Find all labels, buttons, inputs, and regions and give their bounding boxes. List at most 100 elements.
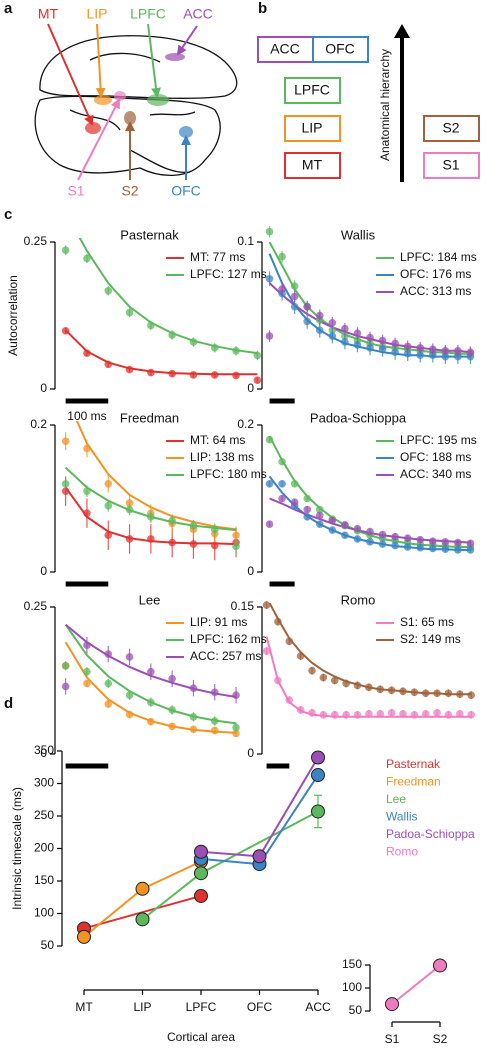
data-point xyxy=(210,717,219,725)
data-point xyxy=(194,866,208,881)
fit-curve xyxy=(78,238,258,355)
data-point xyxy=(285,637,294,646)
data-point xyxy=(83,349,91,357)
box xyxy=(423,115,480,142)
x-tick-label: ACC xyxy=(305,1000,331,1014)
data-point xyxy=(303,505,312,514)
data-point xyxy=(278,285,286,293)
data-point xyxy=(387,686,396,695)
area-label: MT xyxy=(38,6,59,22)
legend-label: ACC: 340 ms xyxy=(400,467,471,481)
data-point xyxy=(83,254,91,263)
legend-label: Padoa-Schioppa xyxy=(386,827,475,841)
data-point xyxy=(83,679,91,688)
legend-label: Pasternak xyxy=(386,757,441,771)
y-tick-label: 300 xyxy=(34,776,54,790)
panel-letter: b xyxy=(258,0,267,17)
data-point xyxy=(147,368,155,377)
y-tick-label: 0 xyxy=(247,564,254,578)
data-point xyxy=(125,710,134,719)
legend-label: LPFC: 162 ms xyxy=(190,632,267,646)
data-point xyxy=(399,710,407,718)
data-point xyxy=(366,344,374,352)
data-point xyxy=(403,543,412,551)
data-point xyxy=(456,710,464,718)
series-line xyxy=(391,964,441,1005)
data-point xyxy=(416,543,425,552)
y-tick-label: 0 xyxy=(40,564,47,578)
data-point xyxy=(433,958,447,973)
data-point xyxy=(168,722,176,731)
data-point xyxy=(308,666,316,675)
data-point xyxy=(147,535,155,543)
legend-label: LIP: 138 ms xyxy=(190,450,254,464)
data-point xyxy=(104,502,113,510)
data-point xyxy=(385,997,399,1012)
data-point xyxy=(253,376,262,384)
area-mt xyxy=(85,122,101,134)
data-point xyxy=(391,541,399,550)
data-point xyxy=(441,346,450,355)
y-tick-label: 50 xyxy=(349,1003,363,1017)
data-point xyxy=(61,662,70,670)
data-point xyxy=(467,711,475,719)
arrow xyxy=(176,25,198,56)
box xyxy=(423,152,480,179)
data-point xyxy=(189,371,198,379)
data-point xyxy=(290,480,299,488)
hierarchy-boxes xyxy=(257,36,480,179)
data-point xyxy=(262,647,271,655)
data-point xyxy=(232,542,240,551)
data-point xyxy=(83,667,91,676)
x-tick-label: OFC xyxy=(247,1000,273,1014)
y-tick-label: 100 xyxy=(34,906,54,920)
data-point xyxy=(456,690,464,699)
y-tick-label: 350 xyxy=(34,743,54,757)
data-point xyxy=(265,274,274,283)
data-point xyxy=(168,331,176,339)
series-line xyxy=(83,894,202,930)
data-point xyxy=(194,888,208,903)
legend-label: MT: 64 ms xyxy=(190,433,245,447)
data-point xyxy=(278,480,286,488)
data-point xyxy=(125,365,134,374)
data-point xyxy=(189,540,198,548)
y-tick-label: 0 xyxy=(247,746,254,760)
chart-title: Wallis xyxy=(341,227,376,242)
arrow xyxy=(147,23,161,98)
data-point xyxy=(210,525,219,534)
panel-letter: c xyxy=(4,206,12,223)
area-acc xyxy=(165,53,185,61)
data-point xyxy=(341,521,349,529)
sulcus xyxy=(129,149,191,174)
data-point xyxy=(441,545,450,554)
x-tick-label: S2 xyxy=(433,1032,448,1046)
data-point xyxy=(189,725,198,734)
area-label: S2 xyxy=(121,183,138,199)
legend-label: OFC: 188 ms xyxy=(400,450,471,464)
data-point xyxy=(210,688,219,697)
data-point xyxy=(104,480,113,488)
area-s2 xyxy=(124,111,136,125)
hierarchy-label: Anatomical hierarchy xyxy=(378,49,392,161)
data-point xyxy=(311,750,325,765)
data-point xyxy=(83,444,91,453)
sulcus xyxy=(149,111,196,116)
data-point xyxy=(466,539,475,548)
data-point xyxy=(125,653,134,661)
data-point xyxy=(77,929,91,944)
data-point xyxy=(135,912,150,927)
data-point xyxy=(61,437,70,445)
chart-title: Lee xyxy=(139,592,161,607)
box xyxy=(257,36,314,63)
legend-label: Romo xyxy=(386,845,418,859)
data-point xyxy=(416,344,425,352)
legend-label: Lee xyxy=(386,792,406,806)
data-point xyxy=(353,341,362,349)
data-point xyxy=(147,513,155,521)
sulcus xyxy=(89,52,161,63)
data-point xyxy=(378,345,387,354)
hemisphere-medial xyxy=(39,35,238,99)
legend-label: LPFC: 195 ms xyxy=(400,433,477,447)
data-point xyxy=(353,535,362,543)
